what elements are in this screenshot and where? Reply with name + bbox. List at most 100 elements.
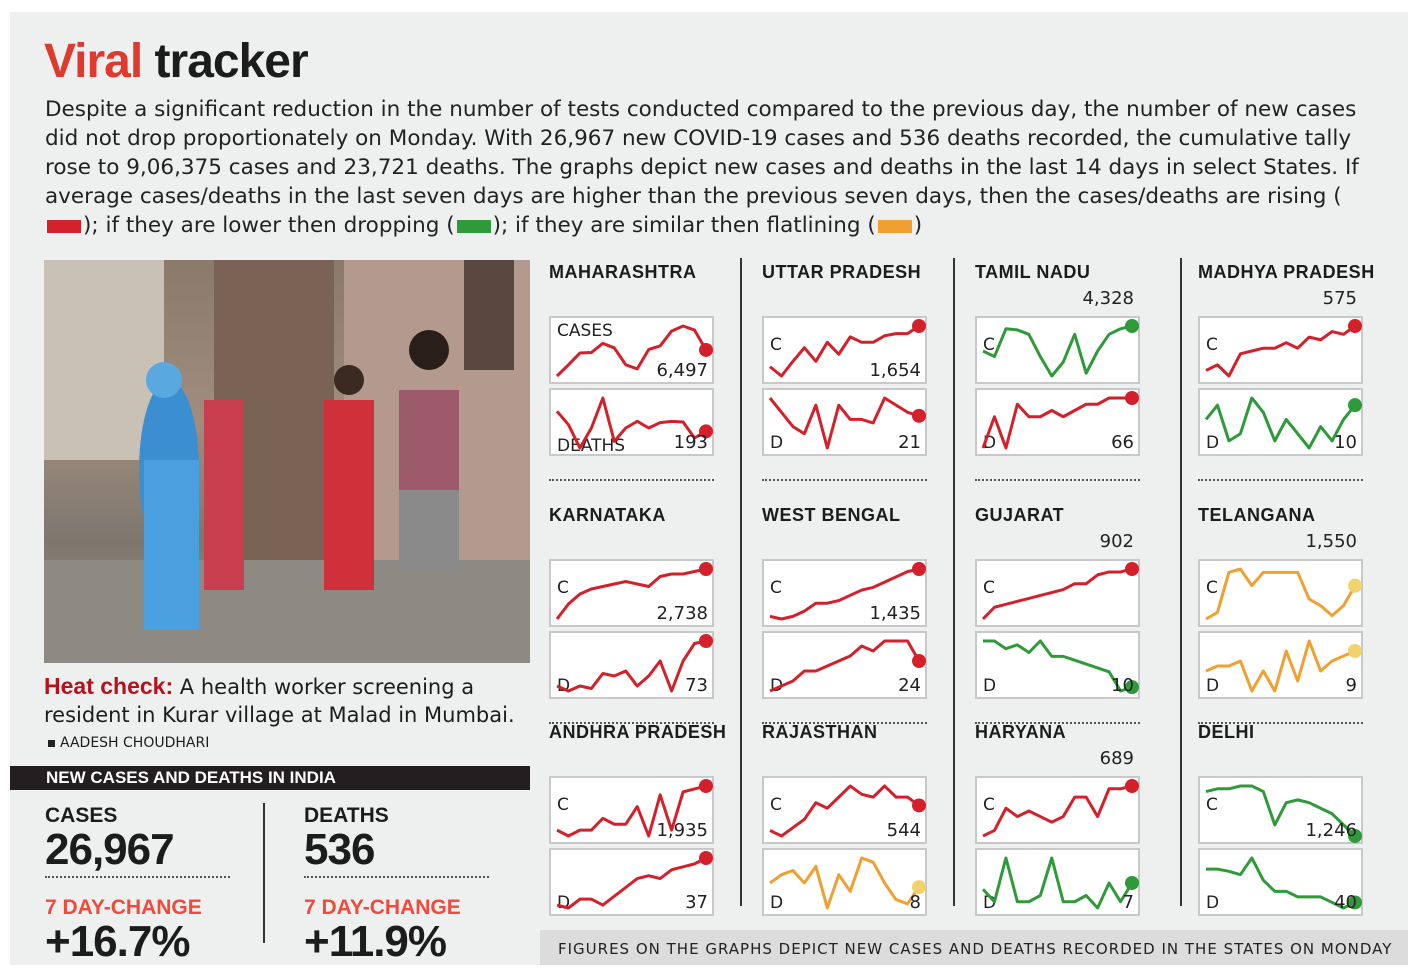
cases-last-point bbox=[699, 779, 713, 793]
cases-last-point bbox=[1348, 578, 1362, 593]
cases-frame bbox=[975, 776, 1140, 844]
cases-frame bbox=[762, 316, 927, 384]
panel-title-telangana: TELANGANA bbox=[1198, 505, 1316, 525]
flat-swatch bbox=[877, 219, 912, 233]
cases-line bbox=[555, 567, 707, 620]
panel-title-rajasthan: RAJASTHAN bbox=[762, 722, 878, 742]
deaths-value: 7 bbox=[1123, 892, 1134, 913]
deaths-last-point bbox=[1348, 895, 1362, 910]
row-divider bbox=[762, 722, 927, 724]
deaths-change-value: +11.9% bbox=[304, 917, 447, 966]
page-title: Viral tracker bbox=[44, 34, 309, 89]
cases-line bbox=[1205, 324, 1356, 378]
deaths-last-point bbox=[1125, 391, 1139, 405]
panel-title-madhya-pradesh: MADHYA PRADESH bbox=[1198, 262, 1375, 282]
row-divider bbox=[762, 479, 927, 481]
panel-title-gujarat: GUJARAT bbox=[975, 505, 1065, 525]
cases-value: 1,435 bbox=[869, 603, 921, 624]
row-divider bbox=[549, 479, 714, 481]
sparkline-delhi: C 1,246 D 40 bbox=[1198, 776, 1363, 916]
rising-swatch bbox=[47, 219, 81, 233]
row-divider bbox=[549, 722, 714, 724]
sparkline-uttar-pradesh: C 1,654 D 21 bbox=[762, 316, 927, 456]
cases-value: 6,497 bbox=[656, 360, 708, 381]
deaths-line bbox=[1204, 396, 1357, 450]
deaths-last-point bbox=[1125, 876, 1139, 890]
deaths-value: 73 bbox=[685, 675, 708, 696]
row-divider bbox=[975, 722, 1140, 724]
news-photo bbox=[44, 260, 530, 663]
photo-illustration bbox=[44, 260, 530, 663]
panel-title-tamil-nadu: TAMIL NADU bbox=[975, 262, 1091, 282]
cases-line bbox=[769, 784, 920, 838]
cases-value: 902 bbox=[1100, 531, 1134, 552]
deaths-change-label: 7 DAY-CHANGE bbox=[304, 896, 461, 919]
deaths-label: D bbox=[983, 676, 996, 696]
cases-last-point bbox=[1348, 829, 1362, 843]
intro-text: Despite a significant reduction in the n… bbox=[45, 95, 1375, 240]
cases-frame bbox=[762, 559, 927, 627]
cases-frame bbox=[549, 559, 714, 627]
deaths-line bbox=[556, 639, 707, 693]
cases-line bbox=[982, 784, 1133, 838]
cases-line bbox=[769, 567, 920, 621]
panel-title-karnataka: KARNATAKA bbox=[549, 505, 666, 525]
deaths-last-point bbox=[1348, 644, 1362, 658]
deaths-value: 10 bbox=[1111, 675, 1134, 696]
title-red: Viral bbox=[44, 35, 143, 88]
cases-last-point bbox=[1125, 779, 1139, 793]
cases-last-point bbox=[1348, 319, 1362, 333]
cases-value: 26,967 bbox=[45, 825, 175, 874]
footer-note: FIGURES ON THE GRAPHS DEPICT NEW CASES A… bbox=[540, 930, 1408, 965]
deaths-value: 24 bbox=[898, 675, 921, 696]
deaths-label: D bbox=[770, 893, 783, 913]
column-divider bbox=[1180, 258, 1182, 906]
deaths-last-point bbox=[699, 851, 713, 865]
panel-title-delhi: DELHI bbox=[1198, 722, 1255, 742]
cases-last-point bbox=[912, 798, 926, 813]
cases-label: CASES bbox=[45, 804, 118, 827]
cases-frame bbox=[975, 559, 1140, 627]
cases-line bbox=[555, 324, 708, 378]
deaths-frame bbox=[975, 631, 1140, 699]
deaths-value: 21 bbox=[898, 432, 921, 453]
deaths-line bbox=[981, 856, 1134, 910]
deaths-label: DEATHS bbox=[557, 436, 625, 456]
cases-value: 689 bbox=[1100, 748, 1134, 769]
cases-line bbox=[1205, 784, 1357, 838]
cases-frame bbox=[1198, 316, 1363, 384]
cases-value: 1,935 bbox=[656, 820, 708, 841]
cases-line bbox=[769, 324, 920, 378]
sparkline-rajasthan: C 544 D 8 bbox=[762, 776, 927, 916]
caption-text: A health worker screening a resident in … bbox=[44, 675, 515, 727]
deaths-value: 66 bbox=[1111, 432, 1134, 453]
cases-frame bbox=[975, 316, 1140, 384]
intro-1: Despite a significant reduction in the n… bbox=[45, 97, 1359, 209]
panel-title-maharashtra: MAHARASHTRA bbox=[549, 262, 697, 282]
india-cases: CASES 26,967 7 DAY-CHANGE +16.7% bbox=[45, 804, 230, 964]
cases-line bbox=[982, 324, 1133, 378]
cases-last-point bbox=[912, 319, 926, 333]
photo-credit: AADESH CHOUDHARI bbox=[48, 735, 209, 751]
deaths-last-point bbox=[912, 408, 926, 423]
cases-label: C bbox=[1206, 335, 1218, 355]
deaths-value: 8 bbox=[910, 892, 921, 913]
cases-last-point bbox=[699, 342, 713, 357]
cases-label: C bbox=[1206, 795, 1218, 815]
intro-2: ); if they are lower then dropping ( bbox=[83, 213, 455, 238]
intro-3: ); if they are similar then flatlining ( bbox=[492, 213, 876, 238]
panel-title-andhra-pradesh: ANDHRA PRADESH bbox=[549, 722, 727, 742]
row-divider bbox=[1198, 722, 1363, 724]
panel-title-uttar-pradesh: UTTAR PRADESH bbox=[762, 262, 922, 282]
cases-label: C bbox=[770, 795, 782, 815]
panel-title-haryana: HARYANA bbox=[975, 722, 1067, 742]
deaths-line bbox=[1205, 639, 1356, 693]
deaths-last-point bbox=[699, 634, 713, 648]
deaths-label: D bbox=[1206, 676, 1219, 696]
deaths-frame bbox=[1198, 388, 1363, 456]
deaths-value: 10 bbox=[1334, 432, 1357, 453]
deaths-value: 193 bbox=[674, 432, 708, 453]
